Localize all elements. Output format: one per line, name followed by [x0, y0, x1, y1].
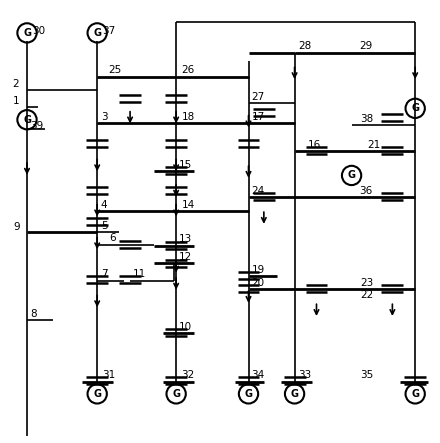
Text: 33: 33 [298, 370, 312, 380]
Text: G: G [411, 389, 419, 399]
Text: 14: 14 [181, 200, 194, 210]
Text: 8: 8 [30, 309, 37, 319]
Text: 16: 16 [308, 140, 321, 151]
Text: 29: 29 [359, 41, 373, 51]
Text: 10: 10 [178, 322, 191, 332]
Text: 19: 19 [252, 265, 265, 275]
Text: G: G [172, 389, 180, 399]
Text: 13: 13 [178, 234, 191, 244]
Text: G: G [290, 389, 299, 399]
Text: 3: 3 [101, 112, 107, 122]
Text: 11: 11 [133, 269, 147, 280]
Text: 30: 30 [32, 26, 45, 35]
Text: 4: 4 [101, 200, 107, 210]
Text: G: G [411, 103, 419, 113]
Text: G: G [93, 28, 101, 38]
Text: 27: 27 [252, 92, 265, 102]
Text: 5: 5 [101, 221, 107, 231]
Text: 9: 9 [14, 222, 21, 232]
Text: 20: 20 [252, 278, 265, 288]
Text: 35: 35 [360, 370, 374, 380]
Text: 34: 34 [252, 370, 265, 380]
Text: 39: 39 [30, 121, 44, 131]
Text: 2: 2 [12, 78, 19, 89]
Text: G: G [23, 28, 31, 38]
Text: 15: 15 [178, 160, 191, 170]
Text: 32: 32 [181, 370, 194, 380]
Text: G: G [93, 389, 101, 399]
Text: 36: 36 [359, 186, 373, 196]
Text: 26: 26 [181, 66, 194, 75]
Text: G: G [245, 389, 253, 399]
Text: 7: 7 [101, 269, 107, 280]
Text: 1: 1 [12, 96, 19, 106]
Text: G: G [23, 115, 31, 125]
Text: G: G [348, 171, 356, 180]
Text: 22: 22 [360, 291, 374, 300]
Text: 18: 18 [181, 112, 194, 122]
Text: 25: 25 [108, 66, 121, 75]
Text: 37: 37 [103, 26, 116, 35]
Text: 6: 6 [110, 233, 116, 244]
Text: 28: 28 [298, 41, 312, 51]
Text: 38: 38 [360, 114, 374, 124]
Text: 24: 24 [252, 186, 265, 196]
Text: 12: 12 [178, 252, 191, 262]
Text: 23: 23 [360, 278, 374, 288]
Text: 21: 21 [367, 140, 380, 151]
Text: 17: 17 [252, 112, 265, 122]
Text: 31: 31 [103, 370, 116, 380]
